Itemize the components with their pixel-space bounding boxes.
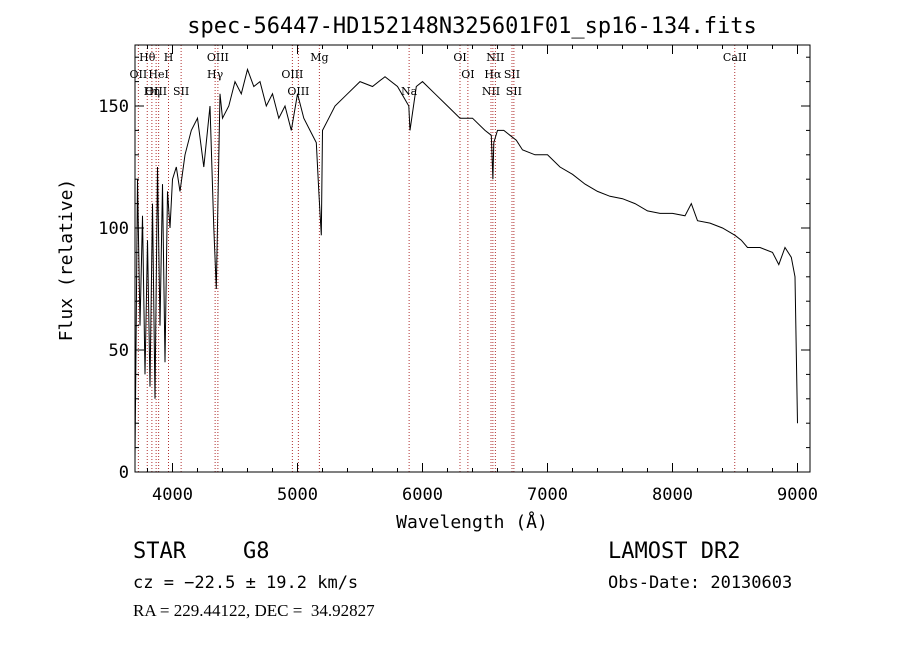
x-tick-label-5: 9000 bbox=[777, 485, 818, 505]
y-tick-label-1: 50 bbox=[109, 341, 129, 361]
marker-label-14: OI bbox=[461, 68, 474, 81]
survey-label: LAMOST DR2 bbox=[608, 539, 741, 564]
y-tick-label-2: 100 bbox=[98, 219, 129, 239]
marker-label-5: H bbox=[164, 51, 174, 64]
x-axis: 4000 5000 6000 7000 8000 9000 bbox=[147, 45, 818, 505]
marker-label-0: Hθ bbox=[139, 51, 156, 64]
obs-date: Obs-Date: 20130603 bbox=[608, 573, 793, 593]
x-tick-label-0: 4000 bbox=[152, 485, 193, 505]
y-tick-label-3: 150 bbox=[98, 97, 129, 117]
marker-label-20: CaII bbox=[723, 51, 747, 64]
marker-label-6: SII bbox=[173, 85, 189, 98]
marker-label-12: Na bbox=[401, 85, 418, 98]
marker-label-17: Hα bbox=[484, 68, 502, 81]
marker-label-19: SII bbox=[506, 85, 522, 98]
y-axis-label: Flux (relative) bbox=[56, 179, 77, 342]
spectrum-series-line bbox=[134, 67, 798, 460]
marker-label-10: OIII bbox=[287, 85, 309, 98]
plot-frame bbox=[134, 44, 811, 473]
marker-label-7: OIII bbox=[207, 51, 229, 64]
object-subclass: G8 bbox=[243, 539, 270, 564]
marker-label-13: OI bbox=[453, 51, 466, 64]
marker-label-18: SII bbox=[504, 68, 520, 81]
marker-label-15: NII bbox=[482, 85, 500, 98]
x-tick-label-3: 7000 bbox=[527, 485, 568, 505]
marker-label-8: Hγ bbox=[207, 68, 224, 81]
ra-dec-coords: RA = 229.44122, DEC = 34.92827 bbox=[133, 601, 375, 620]
marker-label-11: Mg bbox=[310, 51, 328, 64]
object-class: STAR bbox=[133, 539, 186, 564]
marker-label-1: OII bbox=[130, 68, 148, 81]
redshift-cz: cz = −22.5 ± 19.2 km/s bbox=[133, 573, 359, 593]
marker-label-4: Hη bbox=[144, 85, 160, 98]
x-tick-label-4: 8000 bbox=[652, 485, 693, 505]
marker-label-3: HeI bbox=[148, 68, 168, 81]
marker-label-2: OIII bbox=[145, 85, 167, 98]
chart-title: spec-56447-HD152148N325601F01_sp16-134.f… bbox=[187, 14, 757, 39]
marker-label-16: NII bbox=[486, 51, 504, 64]
x-tick-label-1: 5000 bbox=[277, 485, 318, 505]
marker-label-9: OIII bbox=[281, 68, 303, 81]
emission-line-markers: Hθ OII OIII HeI Hη H SII OIII Hγ OIII OIII Mg Na OI OI… bbox=[130, 45, 747, 472]
x-axis-label: Wavelength (Å) bbox=[396, 511, 548, 533]
x-tick-label-2: 6000 bbox=[402, 485, 443, 505]
y-tick-label-0: 0 bbox=[119, 463, 129, 483]
y-axis: 0 50 100 150 bbox=[98, 56, 810, 483]
